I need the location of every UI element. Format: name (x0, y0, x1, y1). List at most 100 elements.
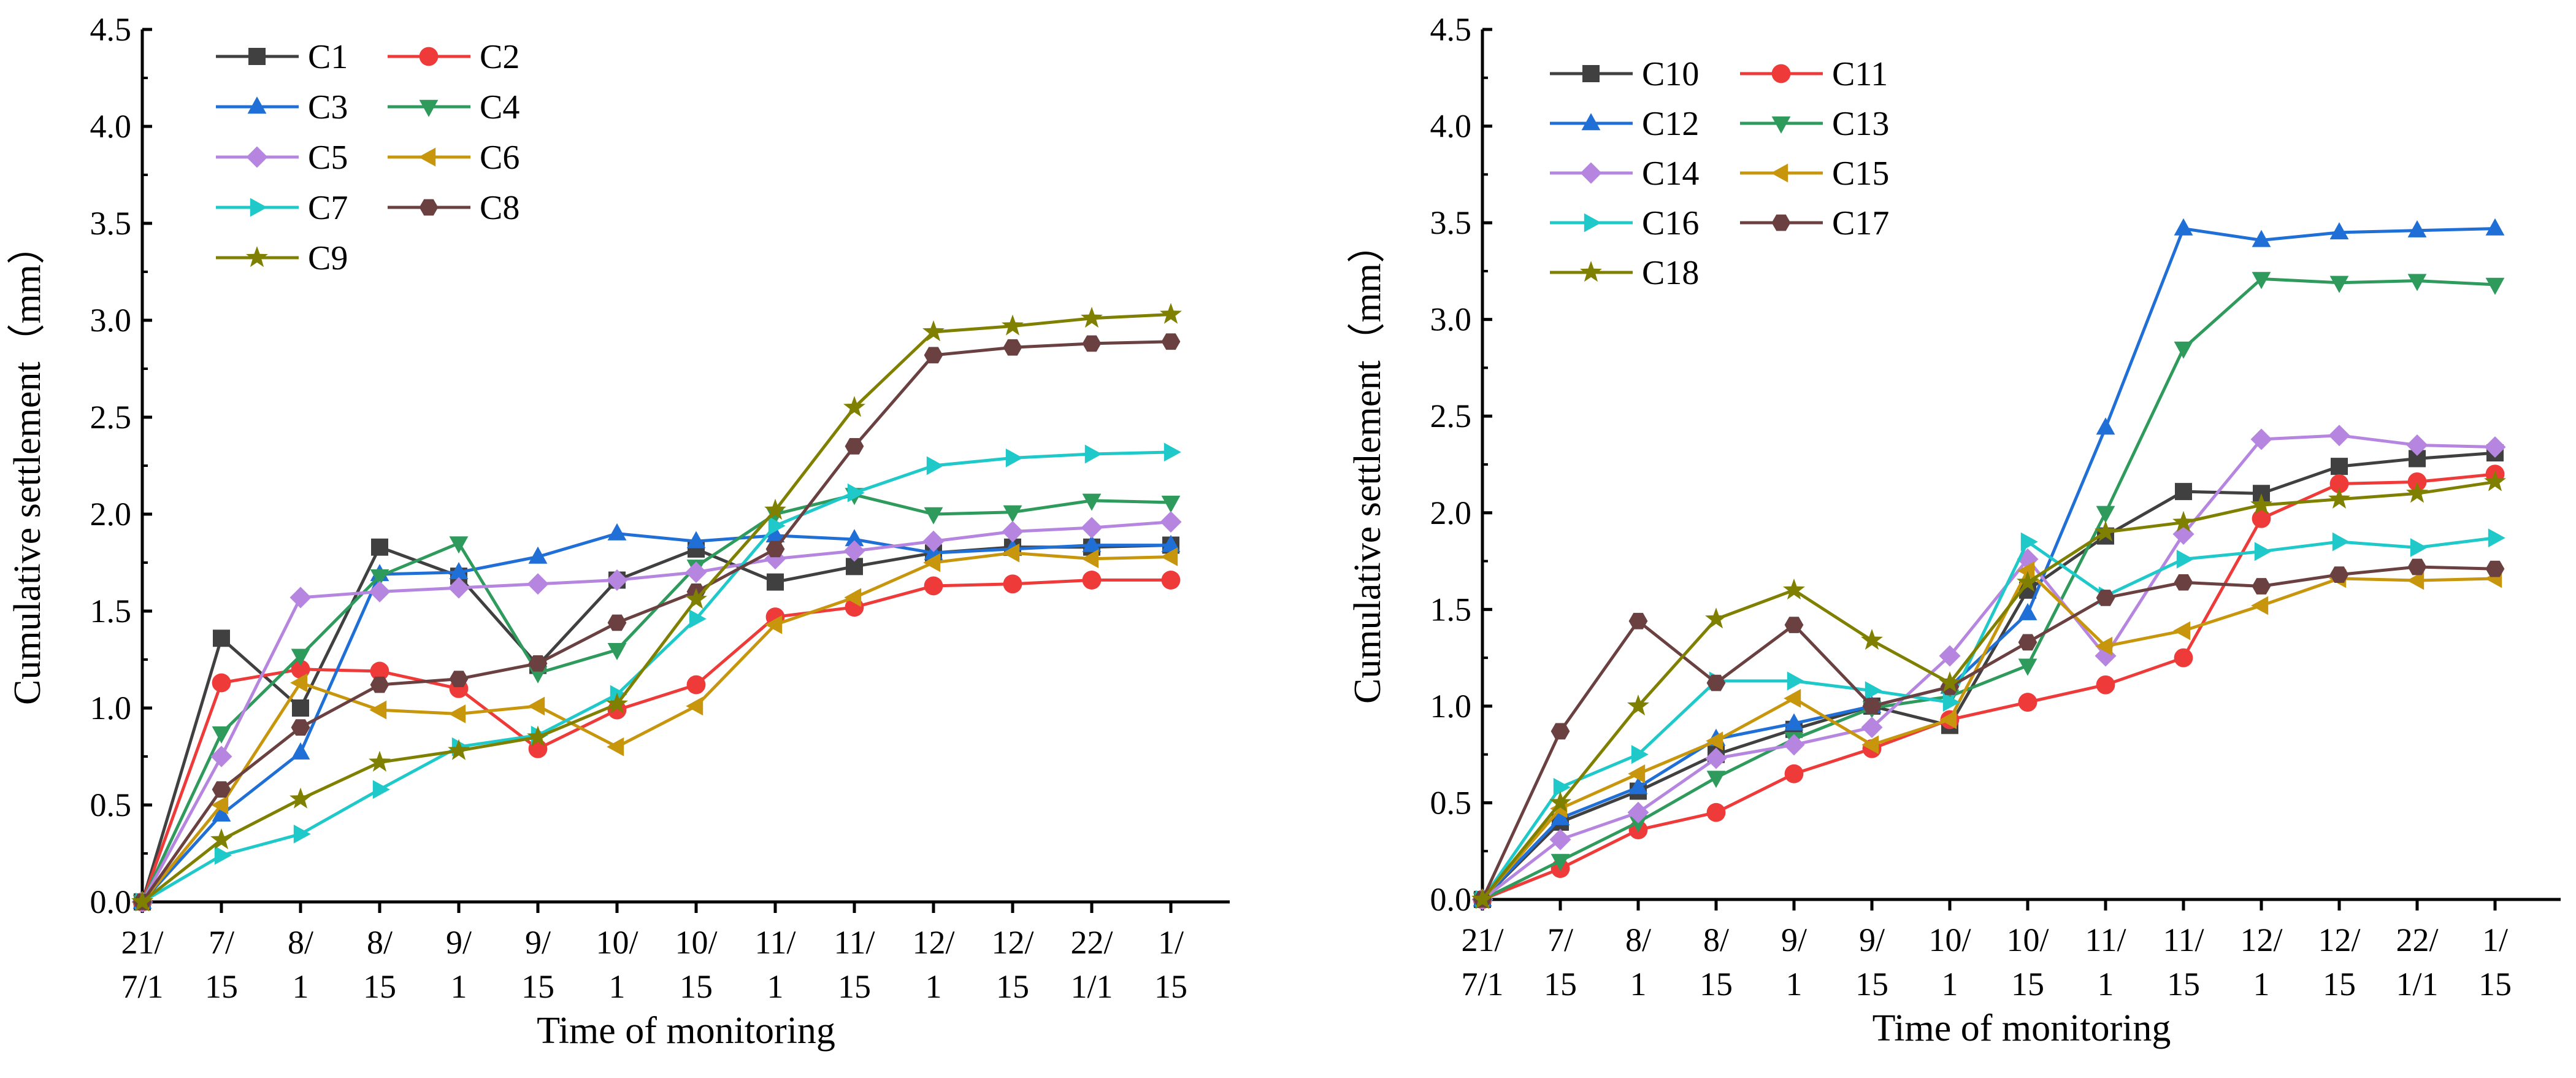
left-x-tick-label: 1 (926, 968, 942, 1005)
data-point-c7 (689, 609, 707, 629)
right-x-tick-label: 15 (2011, 966, 2044, 1003)
right-y-tick-label: 1.5 (1430, 591, 1472, 628)
data-point-c18 (1939, 671, 1961, 693)
legend-label-c9: C9 (308, 239, 348, 277)
legend-label-c8: C8 (480, 189, 519, 227)
data-point-c6 (448, 704, 466, 723)
data-point-c9 (369, 750, 391, 772)
data-point-c7 (1005, 448, 1023, 468)
data-point-c14 (2328, 425, 2350, 447)
data-point-c5 (606, 569, 628, 591)
data-point-c14 (2484, 436, 2506, 458)
series-line-c8 (140, 340, 1171, 903)
data-point-c18 (1705, 607, 1727, 629)
right-x-tick-label: 9/ (1781, 922, 1807, 958)
data-point-c15 (2407, 571, 2425, 590)
right-x-tick-label: 10/ (2006, 922, 2049, 958)
series-c13 (1473, 272, 2505, 910)
right-x-tick-label: 1 (1942, 966, 1958, 1003)
data-point-c13 (2096, 506, 2115, 523)
data-point-c10 (2409, 450, 2426, 468)
series-c3 (132, 523, 1181, 909)
data-point-c9 (210, 828, 232, 850)
series-c14 (1471, 425, 2506, 911)
data-point-c11 (2018, 693, 2037, 712)
data-point-c18 (2172, 510, 2195, 532)
data-point-c7 (610, 685, 627, 704)
data-point-c13 (2018, 658, 2037, 676)
data-point-c15 (1784, 688, 1801, 708)
right-y-tick-label: 1.0 (1430, 688, 1472, 725)
data-point-c9 (131, 890, 153, 912)
left-y-tick-label: 4.0 (90, 108, 132, 145)
series-c10 (1474, 444, 2504, 908)
data-point-c12 (2096, 417, 2115, 435)
data-point-c12 (2252, 229, 2271, 247)
legend-label-c1: C1 (308, 38, 348, 76)
data-point-c9 (685, 588, 707, 609)
left-x-tick-label: 15 (363, 968, 396, 1005)
right-x-tick-label: 8/ (1703, 922, 1729, 958)
legend-marker-c15 (1771, 163, 1788, 183)
data-point-c7 (768, 516, 786, 536)
data-point-c7 (926, 456, 944, 475)
right-y-tick-label: 4.5 (1430, 11, 1472, 48)
data-point-c17 (2407, 558, 2427, 576)
data-point-c6 (607, 737, 624, 757)
right-x-tick-label: 1 (2253, 966, 2270, 1003)
legend-marker-c13 (1771, 116, 1791, 134)
series-line-c6 (141, 551, 1171, 903)
left-x-tick-label: 15 (996, 968, 1029, 1005)
data-point-c13 (2329, 275, 2349, 293)
data-point-c9 (448, 739, 470, 760)
series-line-c5 (140, 520, 1171, 903)
left-x-tick-label: 1/1 (1070, 968, 1113, 1005)
data-point-c3 (528, 546, 548, 564)
data-point-c17 (2252, 578, 2271, 595)
legend-label-c11: C11 (1832, 55, 1888, 93)
series-c15 (1472, 561, 2502, 909)
data-point-c11 (2329, 474, 2349, 493)
legend-label-c15: C15 (1832, 155, 1889, 193)
data-point-c12 (1784, 713, 1804, 731)
data-point-c5 (210, 745, 232, 768)
data-point-c18 (2328, 487, 2350, 509)
legend-marker-c6 (418, 147, 436, 167)
data-point-c4 (1082, 493, 1102, 511)
data-point-c18 (2017, 571, 2039, 592)
data-point-c6 (369, 700, 387, 720)
left-x-tick-label: 15 (1154, 968, 1187, 1005)
left-x-tick-label: 15 (838, 968, 871, 1005)
data-point-c5 (922, 530, 945, 552)
data-point-c4 (291, 649, 310, 666)
data-point-c11 (2174, 648, 2193, 668)
data-point-c10 (2175, 483, 2192, 501)
left-x-tick-label: 15 (521, 968, 554, 1005)
right-x-tick-label: 11/ (2163, 922, 2204, 958)
right-y-tick-label: 2.5 (1430, 398, 1472, 434)
legend-label-c4: C4 (480, 88, 519, 126)
data-point-c17 (2174, 574, 2193, 591)
data-point-c12 (2018, 603, 2037, 620)
data-point-c1 (846, 558, 863, 576)
series-line-c3 (141, 532, 1171, 903)
data-point-c3 (686, 531, 706, 549)
series-line-c16 (1481, 536, 2496, 901)
data-point-c4 (1161, 495, 1181, 513)
data-point-c9 (289, 787, 312, 809)
data-point-c17 (1862, 698, 1882, 715)
data-point-c8 (528, 655, 548, 672)
right-y-tick-label: 3.0 (1430, 301, 1472, 338)
data-point-c6 (765, 615, 783, 634)
data-point-c17 (2096, 590, 2115, 606)
data-point-c9 (1002, 314, 1024, 336)
left-x-tick-label: 1/ (1158, 924, 1184, 961)
data-point-c5 (843, 540, 865, 562)
data-point-c16 (1787, 671, 1804, 691)
left-y-tick-label: 0.5 (90, 787, 132, 823)
series-c8 (132, 333, 1181, 911)
data-point-c3 (1082, 534, 1102, 552)
data-point-c5 (1002, 520, 1024, 542)
legend-marker-c10 (1582, 65, 1600, 82)
